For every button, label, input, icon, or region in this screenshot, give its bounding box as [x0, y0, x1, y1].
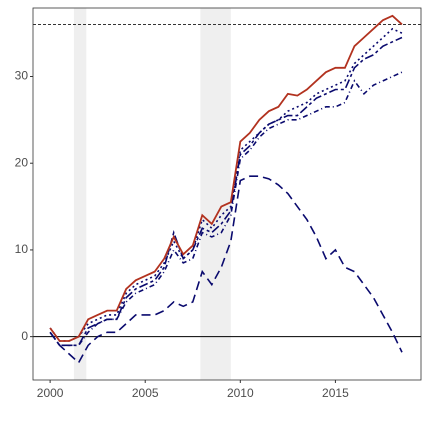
shaded-range	[73, 8, 87, 380]
x-tick-label: 2010	[227, 386, 254, 400]
y-tick-label: 10	[15, 242, 29, 256]
shaded-range	[200, 8, 231, 380]
y-tick-label: 20	[15, 155, 29, 169]
y-tick-label: 0	[21, 329, 28, 343]
x-tick-label: 2005	[132, 386, 159, 400]
series-line	[49, 14, 403, 342]
panel-border	[32, 7, 422, 381]
x-tick-label: 2000	[37, 386, 64, 400]
series-line	[49, 36, 403, 347]
x-tick-label: 2015	[322, 386, 349, 400]
y-tick-label: 30	[15, 69, 29, 83]
series-line	[49, 175, 403, 364]
